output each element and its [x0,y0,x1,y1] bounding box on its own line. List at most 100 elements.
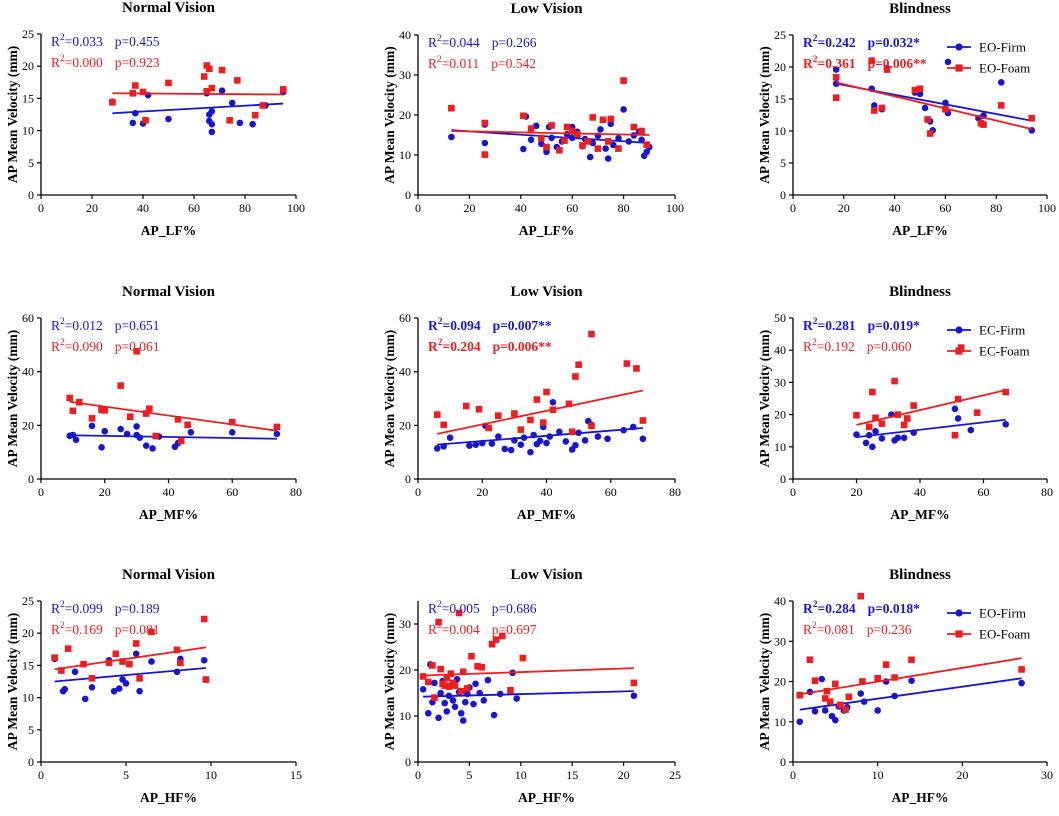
foam-point [870,107,878,114]
firm-point [132,650,140,658]
x-tick-label: 15 [290,768,302,782]
x-tick-label: 30 [1041,768,1053,782]
y-axis-label: AP Mean Velocity (mm) [382,46,397,184]
series-foam [832,57,1036,137]
foam-stats: R2=0.361 p=0.006** [803,55,927,71]
firm-point [543,439,550,447]
series-firm [51,650,210,703]
y-tick-label: 60 [399,311,411,325]
firm-point [142,442,150,450]
foam-point [826,698,834,705]
chart-title: Blindness [889,1,951,17]
foam-point [126,413,134,421]
foam-point [563,123,571,131]
firm-point [527,448,534,456]
foam-point [883,66,891,73]
firm-point [581,437,589,444]
firm-point [228,429,236,436]
y-tick-label: 50 [774,311,786,325]
foam-point [865,423,873,431]
foam-point [588,330,595,338]
foam-point [462,402,470,410]
firm-point [870,102,878,109]
firm-point [604,155,612,162]
x-tick-label: 40 [889,201,901,215]
panel-3: 0 20 40 60 80 100 0 5 10 15 20 25 Blindness AP_LF% AP … [757,1,1056,238]
firm-point [461,698,469,706]
x-axis-label: AP_HF% [892,790,949,805]
legend-label: EC-Firm [979,323,1025,338]
foam-point [441,682,449,689]
x-tick-label: 60 [226,485,238,499]
firm-point [536,437,544,445]
foam-point [1028,114,1036,122]
foam-point [568,428,576,436]
y-tick-label: 0 [28,472,34,486]
firm-point [484,676,492,684]
foam-point [419,673,427,680]
firm-point [556,428,563,436]
x-axis-label: AP_HF% [518,790,575,805]
foam-point [599,116,607,124]
y-tick-label: 15 [22,658,34,672]
foam-point [556,146,563,154]
foam-point [69,407,77,415]
x-tick-label: 10 [872,768,884,782]
foam-point [455,609,463,617]
firm-point [133,423,140,430]
firm-point [136,434,144,441]
firm-stats: R2=0.284 p=0.018* [803,600,920,616]
foam-point [561,137,568,144]
legend-label: EC-Foam [979,344,1030,359]
y-tick-label: 40 [399,28,411,42]
foam-point [445,683,453,690]
firm-point [88,683,96,691]
firm-point [520,145,527,153]
firm-point [594,433,602,440]
y-tick-label: 20 [22,418,34,432]
foam-point [579,142,586,149]
y-tick-label: 25 [22,27,34,41]
x-tick-label: 100 [1038,201,1056,215]
firm-point [117,425,124,433]
foam-point [630,679,638,687]
firm-point [604,435,611,443]
y-tick-label: 15 [774,92,786,106]
firm-point [419,686,427,693]
y-tick-label: 20 [774,60,786,74]
firm-point [507,446,515,454]
legend: EC-Firm EC-Foam [947,323,1030,359]
y-tick-label: 5 [780,156,786,170]
firm-point [249,120,256,128]
foam-point [842,706,849,713]
firm-point [513,695,520,702]
series-foam [109,62,287,124]
y-tick-label: 0 [28,188,34,202]
y-tick-label: 40 [22,365,34,379]
foam-trendline [835,81,1032,130]
x-tick-label: 20 [618,768,630,782]
foam-point [806,656,814,664]
foam-point [492,636,500,643]
firm-point [148,658,155,665]
foam-point [139,88,147,96]
firm-point [187,429,195,436]
foam-trendline [856,389,1006,426]
firm-point [88,422,96,430]
x-tick-label: 0 [790,768,796,782]
firm-stats: R2=0.094 p=0.007** [428,317,552,333]
firm-point [472,680,479,688]
firm-point [81,695,89,703]
firm-point [597,126,604,133]
x-tick-label: 60 [566,201,578,215]
x-tick-label: 5 [123,768,129,782]
panel-8: 0 5 10 15 20 25 0 10 20 30 Low Vision AP_HF% AP Mean… [382,567,681,805]
y-tick-label: 5 [28,156,34,170]
firm-point [451,703,459,711]
foam-point [228,418,236,426]
x-axis-label: AP_MF% [139,507,198,522]
foam-point [910,402,917,409]
foam-point [109,98,116,106]
panel-9: 0 10 20 30 0 10 20 30 40 Blindness AP_HF% AP Mean V… [757,567,1053,805]
foam-point [589,114,597,121]
